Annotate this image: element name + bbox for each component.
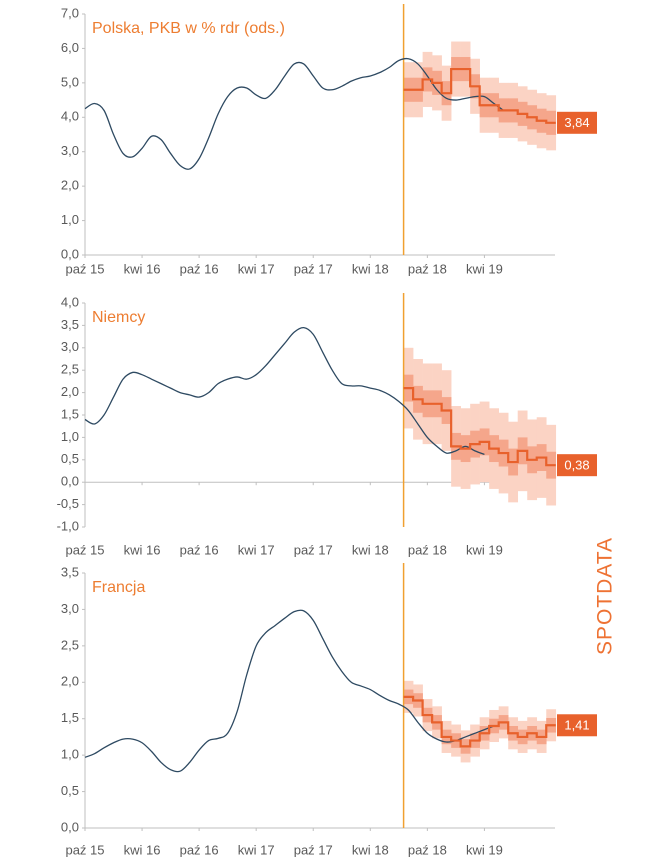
x-tick-label: paź 15 — [65, 842, 104, 857]
y-tick-label: 2,0 — [61, 178, 79, 193]
y-tick-label: 3,0 — [61, 601, 79, 616]
data-line — [84, 57, 504, 170]
x-tick-label: kwi 19 — [466, 842, 503, 857]
x-tick-label: kwi 19 — [466, 542, 503, 557]
y-tick-label: 5,0 — [61, 74, 79, 89]
y-tick-label: 3,0 — [61, 339, 79, 354]
y-tick-label: 1,0 — [61, 429, 79, 444]
x-tick-label: paź 17 — [294, 261, 333, 276]
x-tick-label: kwi 17 — [238, 542, 275, 557]
y-tick-label: 2,5 — [61, 637, 79, 652]
y-tick-label: 1,0 — [61, 747, 79, 762]
x-tick-label: kwi 18 — [352, 542, 389, 557]
y-tick-label: 4,0 — [61, 294, 79, 309]
y-tick-label: 0,5 — [61, 783, 79, 798]
chart-title: Francja — [92, 579, 145, 596]
x-tick-label: kwi 16 — [124, 542, 161, 557]
value-label: 0,38 — [564, 458, 589, 473]
data-line — [84, 326, 485, 456]
watermark: SPOTDATA — [594, 537, 617, 655]
x-tick-label: kwi 19 — [466, 261, 503, 276]
y-tick-label: 7,0 — [61, 5, 79, 20]
x-tick-label: kwi 18 — [352, 261, 389, 276]
y-tick-label: -1,0 — [57, 518, 79, 533]
forecast-line — [403, 67, 556, 124]
forecast-line — [403, 387, 556, 467]
y-tick-label: 1,0 — [61, 212, 79, 227]
y-tick-label: 3,5 — [61, 564, 79, 579]
x-tick-label: kwi 16 — [124, 842, 161, 857]
y-tick-label: 2,5 — [61, 362, 79, 377]
x-tick-label: paź 16 — [180, 542, 219, 557]
value-label-box — [557, 111, 597, 134]
value-label: 3,84 — [564, 115, 589, 130]
y-tick-label: 6,0 — [61, 40, 79, 55]
value-label-box — [557, 454, 597, 477]
x-tick-label: paź 17 — [294, 842, 333, 857]
y-tick-label: 2,0 — [61, 674, 79, 689]
y-tick-label: 0,0 — [61, 819, 79, 834]
x-tick-label: paź 18 — [408, 842, 447, 857]
forecast-line — [403, 695, 556, 748]
x-tick-label: kwi 18 — [352, 842, 389, 857]
y-tick-label: 3,0 — [61, 143, 79, 158]
y-tick-label: 0,5 — [61, 451, 79, 466]
x-tick-label: kwi 16 — [124, 261, 161, 276]
y-tick-label: 2,0 — [61, 384, 79, 399]
x-tick-label: paź 15 — [65, 542, 104, 557]
x-tick-label: kwi 17 — [238, 842, 275, 857]
y-tick-label: 0,0 — [61, 246, 79, 261]
y-tick-label: 1,5 — [61, 710, 79, 725]
x-tick-label: paź 15 — [65, 261, 104, 276]
y-tick-label: 4,0 — [61, 109, 79, 124]
y-tick-label: -0,5 — [57, 496, 79, 511]
x-tick-label: paź 16 — [180, 842, 219, 857]
x-tick-label: paź 17 — [294, 542, 333, 557]
chart-title: Polska, PKB w % rdr (ods.) — [92, 20, 285, 37]
value-label: 1,41 — [564, 718, 589, 733]
y-tick-label: 3,5 — [61, 317, 79, 332]
chart-title: Niemcy — [92, 309, 145, 326]
x-tick-label: kwi 17 — [238, 261, 275, 276]
y-tick-label: 1,5 — [61, 406, 79, 421]
x-tick-label: paź 18 — [408, 542, 447, 557]
x-tick-label: paź 16 — [180, 261, 219, 276]
y-tick-label: 0,0 — [61, 474, 79, 489]
x-tick-label: paź 18 — [408, 261, 447, 276]
data-line — [84, 609, 495, 773]
value-label-box — [557, 714, 597, 737]
